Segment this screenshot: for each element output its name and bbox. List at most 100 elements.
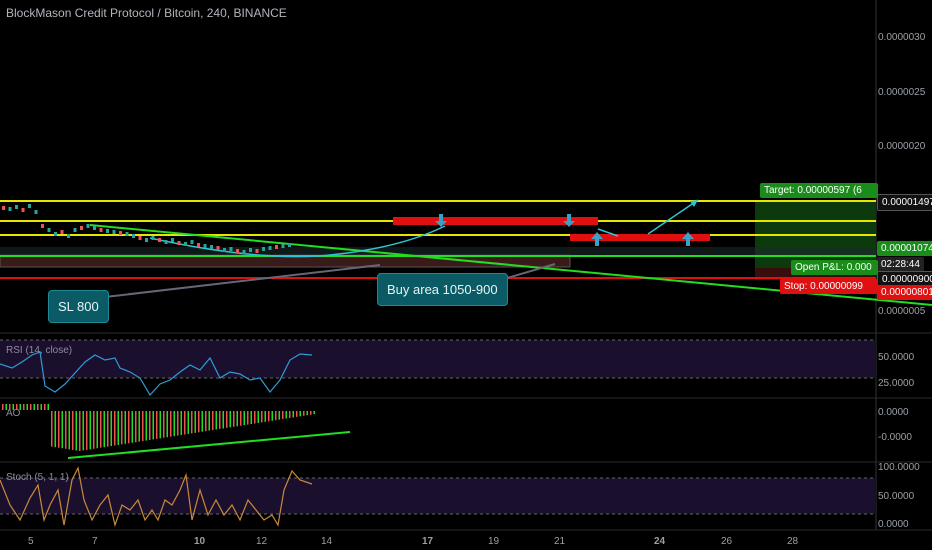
ao-bar xyxy=(159,411,161,439)
candle xyxy=(132,234,135,238)
ao-bar xyxy=(184,411,186,435)
candle xyxy=(99,228,103,232)
candle xyxy=(86,224,90,228)
ao-bar xyxy=(107,411,109,447)
ao-bar xyxy=(222,411,224,429)
ao-bar xyxy=(58,411,60,448)
ao-bar xyxy=(278,411,280,420)
ao-bar xyxy=(173,411,175,437)
ao-bar xyxy=(170,411,172,437)
ao-bar xyxy=(180,411,182,436)
ao-bar xyxy=(236,411,238,427)
ao-bar xyxy=(72,411,74,450)
price-tick: 0.0000005 xyxy=(878,306,926,317)
candle xyxy=(80,226,83,230)
candle xyxy=(197,243,200,247)
time-tick: 17 xyxy=(422,536,434,547)
ao-bar xyxy=(177,411,179,436)
ao-bar xyxy=(68,411,70,450)
ao-bar xyxy=(82,411,84,451)
candle xyxy=(184,242,187,246)
ao-bar xyxy=(212,411,214,431)
ao-label: AO xyxy=(6,408,21,419)
stoch-line xyxy=(0,466,313,528)
rsi-tick: 25.0000 xyxy=(878,378,915,389)
stoch-band xyxy=(0,478,876,514)
chart-title: BlockMason Credit Protocol / Bitcoin, 24… xyxy=(6,6,287,20)
stoch-tick: 100.0000 xyxy=(878,462,920,473)
ao-bar xyxy=(310,411,312,415)
ao-bar xyxy=(142,411,144,442)
candle xyxy=(171,238,174,242)
ao-bar xyxy=(100,411,102,448)
ao-bar xyxy=(2,404,4,410)
candle xyxy=(21,208,25,212)
ao-bar xyxy=(275,411,277,421)
candle xyxy=(145,238,148,242)
ao-bar xyxy=(247,411,249,425)
candle xyxy=(255,249,259,253)
ao-bar xyxy=(250,411,252,425)
price-badge-1074: 0.00001074 xyxy=(877,241,932,256)
ao-bar xyxy=(299,411,301,417)
ao-bar xyxy=(285,411,287,419)
ao-bar xyxy=(229,411,231,428)
candle xyxy=(223,248,226,252)
time-tick: 10 xyxy=(194,536,206,547)
candle xyxy=(288,243,291,247)
ao-bar xyxy=(233,411,235,427)
ao-bar xyxy=(261,411,263,423)
ao-bar xyxy=(19,404,21,410)
ao-bar xyxy=(23,404,25,410)
time-tick: 5 xyxy=(28,536,34,547)
ao-bar xyxy=(33,404,35,410)
buy-area-callout[interactable]: Buy area 1050-900 xyxy=(377,273,508,306)
target-label[interactable]: Target: 0.00000597 (6 xyxy=(760,183,878,198)
stop-label[interactable]: Stop: 0.00000099 xyxy=(780,279,878,294)
ao-tick: -0.0000 xyxy=(878,432,912,443)
ao-bar xyxy=(44,404,46,410)
ao-bar xyxy=(117,411,119,445)
red-block-2 xyxy=(570,234,710,241)
time-tick: 24 xyxy=(654,536,666,547)
ao-bar xyxy=(163,411,165,438)
ao-bar xyxy=(47,404,49,410)
candle xyxy=(67,234,70,238)
ao-bar xyxy=(208,411,210,431)
ao-bar xyxy=(51,411,53,447)
ao-bar xyxy=(96,411,98,449)
ao-bar xyxy=(86,411,88,450)
candle xyxy=(112,230,116,234)
candle xyxy=(119,231,122,235)
sl-connector xyxy=(104,264,381,298)
sl-callout[interactable]: SL 800 xyxy=(48,290,109,323)
open-pnl-label[interactable]: Open P&L: 0.000 xyxy=(791,260,878,275)
ao-bar xyxy=(264,411,266,422)
time-tick: 7 xyxy=(92,536,98,547)
ao-bar xyxy=(93,411,95,449)
projection-target-line xyxy=(647,199,699,235)
rsi-tick: 50.0000 xyxy=(878,352,915,363)
ao-bar xyxy=(303,411,305,416)
time-tick: 14 xyxy=(321,536,333,547)
price-tick: 0.0000020 xyxy=(878,141,926,152)
ao-bar xyxy=(201,411,203,432)
countdown-badge: 02:28:44 xyxy=(877,257,924,272)
ao-bar xyxy=(61,411,63,449)
ao-bar xyxy=(103,411,105,448)
ao-bar xyxy=(215,411,217,430)
ao-tick: 0.0000 xyxy=(878,407,909,418)
ao-bar xyxy=(26,404,28,410)
ao-bar xyxy=(138,411,140,442)
ao-bar xyxy=(296,411,298,417)
candle xyxy=(93,226,96,230)
ao-bar xyxy=(219,411,221,429)
candle xyxy=(138,236,142,240)
candle xyxy=(47,228,51,232)
ao-bar xyxy=(194,411,196,433)
ao-bar xyxy=(135,411,137,443)
ao-bar xyxy=(121,411,123,445)
ao-bar xyxy=(40,404,42,410)
candle xyxy=(2,206,5,210)
